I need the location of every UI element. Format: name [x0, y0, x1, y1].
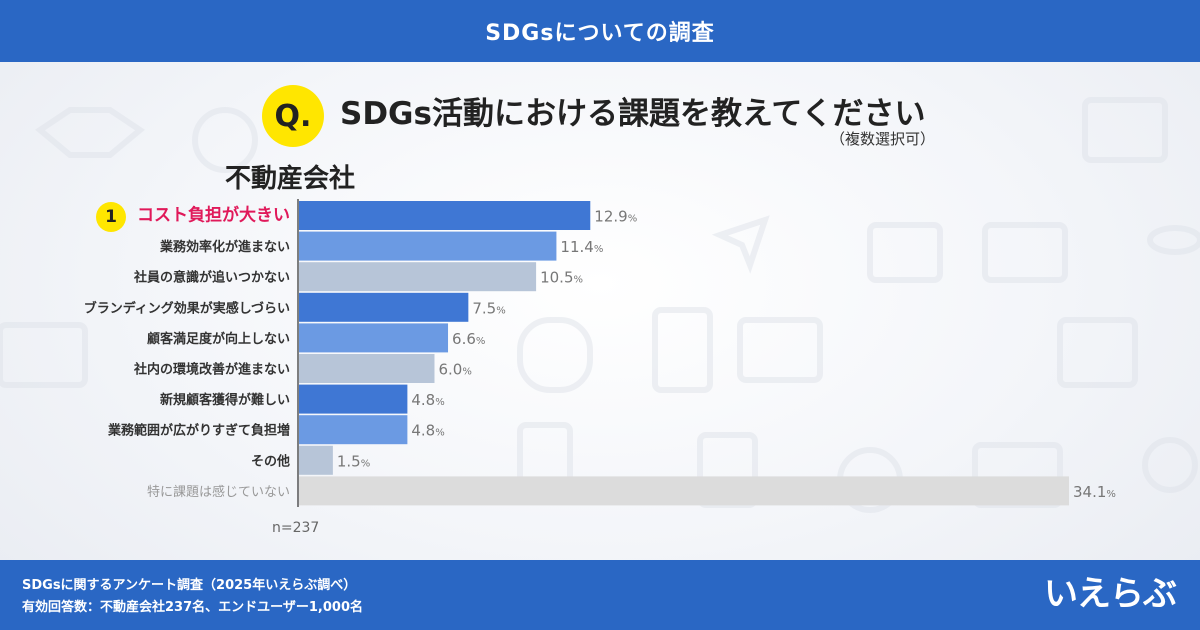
bar-chart: コスト負担が大きい 12.9% 業務効率化が進まない 11.4% 社員の意識が追いつかな… — [84, 199, 1116, 507]
video-icon — [737, 317, 823, 383]
rank-badge: 1 — [96, 202, 126, 232]
bar-5 — [299, 354, 435, 383]
value-label-6: 4.8% — [411, 391, 444, 409]
footer-bar: SDGsに関するアンケート調査（2025年いえらぶ調べ） 有効回答数：不動産会社… — [0, 560, 1200, 630]
question-note: （複数選択可） — [830, 130, 936, 148]
category-label-8: その他 — [251, 453, 290, 469]
question-badge: Q. — [262, 85, 324, 147]
header-title: SDGsについての調査 — [485, 21, 715, 46]
paper-plane-icon — [711, 215, 770, 274]
category-label-3: ブランディング効果が実感しづらい — [84, 300, 290, 316]
bar-6 — [299, 384, 408, 414]
value-label-9: 34.1% — [1073, 483, 1116, 501]
category-label-6: 新規顧客獲得が難しい — [160, 392, 290, 408]
chart-board-icon — [0, 322, 88, 388]
database-icon — [1147, 225, 1200, 255]
bar-2 — [299, 262, 537, 292]
footer-source: SDGsに関するアンケート調査（2025年いえらぶ調べ） — [22, 578, 357, 593]
value-label-1: 11.4% — [560, 238, 603, 256]
category-label-0: コスト負担が大きい — [137, 205, 290, 226]
footer-respondents: 有効回答数：不動産会社237名、エンドユーザー1,000名 — [22, 600, 363, 615]
bar-9 — [299, 476, 1069, 506]
photo-icon — [867, 222, 943, 283]
value-label-3: 7.5% — [472, 299, 505, 317]
value-label-7: 4.8% — [411, 422, 444, 440]
value-label-8: 1.5% — [337, 452, 370, 470]
category-label-9: 特に課題は感じていない — [147, 484, 290, 500]
value-label-2: 10.5% — [540, 269, 583, 287]
bar-3 — [299, 292, 469, 322]
sample-size: n=237 — [272, 520, 320, 536]
handshake-icon — [34, 107, 146, 158]
value-label-0: 12.9% — [594, 208, 637, 226]
bar-8 — [299, 445, 333, 475]
mascot-icon — [517, 317, 593, 393]
category-label-5: 社内の環境改善が進まない — [133, 362, 290, 378]
bar-7 — [299, 415, 408, 445]
value-label-5: 6.0% — [438, 361, 471, 379]
group-title: 不動産会社 — [225, 164, 356, 194]
bar-4 — [299, 323, 449, 353]
lightbulb-icon — [1142, 437, 1198, 493]
header-bar: SDGsについての調査 — [0, 0, 1200, 62]
bar-1 — [299, 231, 557, 261]
category-label-1: 業務効率化が進まない — [159, 239, 290, 255]
question-text: SDGs活動における課題を教えてください — [340, 96, 926, 132]
id-card-icon — [982, 222, 1068, 283]
category-label-4: 顧客満足度が向上しない — [147, 331, 290, 347]
globe-icon — [192, 107, 258, 173]
map-icon — [1057, 317, 1138, 388]
category-label-7: 業務範囲が広がりすぎて負担増 — [107, 423, 290, 439]
value-label-4: 6.6% — [452, 330, 485, 348]
brand-logo: いえらぶ — [1044, 574, 1177, 614]
tablet-icon — [652, 307, 713, 393]
browser-icon — [1082, 97, 1168, 163]
bar-0 — [299, 201, 591, 230]
category-label-2: 社員の意識が追いつかない — [133, 270, 290, 286]
